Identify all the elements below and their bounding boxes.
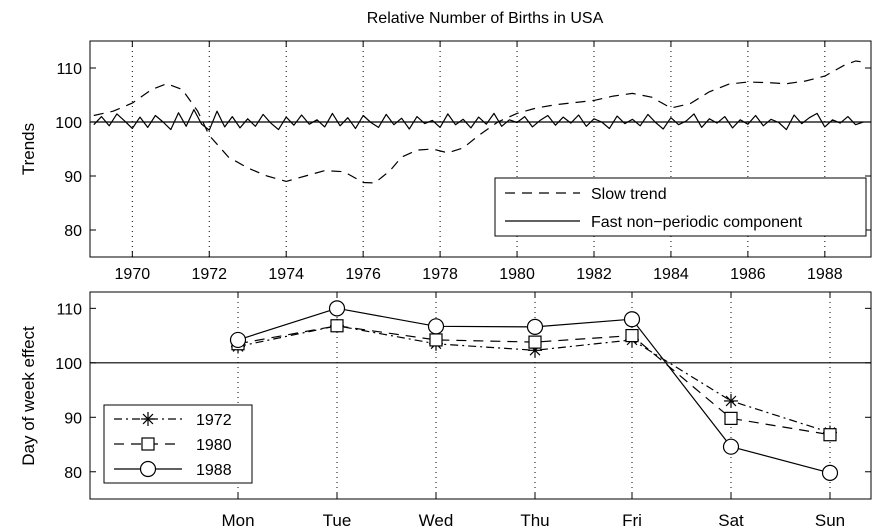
trends-x-tick-label: 1970 [115, 266, 151, 283]
trends-y-tick-label: 100 [55, 115, 82, 132]
day-x-tick-label: Wed [419, 511, 454, 530]
series-1980-point [724, 411, 738, 425]
trends-x-tick-label: 1984 [653, 266, 689, 283]
chart-title: Relative Number of Births in USA [367, 10, 604, 27]
day-of-week-ticks: Mon Tue Wed Thu Fri Sat Sun 80 90 100 110 [55, 292, 871, 530]
trends-x-tick-label: 1972 [191, 266, 227, 283]
day-x-tick-label: Fri [622, 511, 642, 530]
trends-x-tick-label: 1980 [499, 266, 535, 283]
series-1980-point [528, 335, 542, 349]
series-1988-point [526, 318, 544, 335]
trends-x-tick-label: 1988 [807, 266, 843, 283]
legend-label-fast-component: Fast non−periodic component [591, 214, 803, 231]
day-x-tick-label: Mon [221, 511, 254, 530]
series-1980-point [823, 428, 837, 442]
day-of-week-series [90, 300, 871, 481]
legend-marker-1988 [139, 460, 157, 478]
trends-x-tick-label: 1976 [345, 266, 381, 283]
series-1972-point [724, 393, 738, 408]
day-x-tick-label: Sat [718, 511, 744, 530]
legend-label-1972: 1972 [196, 412, 232, 429]
trends-panel: 1970 1972 1974 1976 1978 1980 1982 1984 1986 1988… [19, 40, 872, 283]
day-x-tick-label: Sun [815, 511, 845, 530]
trends-x-tick-label: 1982 [576, 266, 612, 283]
slow-trend-line [93, 60, 868, 184]
series-1988-point [623, 311, 641, 328]
trends-y-tick-label: 80 [64, 223, 82, 240]
legend-label-1980: 1980 [196, 437, 232, 454]
legend-marker-1972 [141, 412, 155, 426]
trends-y-axis-label: Trends [19, 123, 38, 175]
trends-x-tick-label: 1986 [730, 266, 766, 283]
trends-series [90, 60, 871, 184]
trends-y-tick-label: 110 [56, 61, 82, 78]
day-y-tick-label: 110 [56, 301, 82, 318]
series-1988-point [229, 331, 247, 349]
day-y-tick-label: 100 [55, 356, 82, 373]
trends-x-tick-label: 1978 [422, 266, 458, 283]
trends-legend: Slow trend Fast non−periodic component [494, 177, 867, 237]
trends-ticks: 1970 1972 1974 1976 1978 1980 1982 1984 1986 1988… [55, 41, 871, 283]
series-1988-point [722, 438, 740, 455]
trends-legend-box [494, 177, 867, 237]
legend-marker-1980 [141, 437, 155, 451]
legend-label-1988: 1988 [196, 462, 232, 479]
day-of-week-panel: Mon Tue Wed Thu Fri Sat Sun 80 90 100 110 Day of w… [19, 291, 872, 530]
day-y-tick-label: 90 [64, 410, 82, 427]
series-1980-point [429, 333, 443, 347]
day-of-week-y-axis-label: Day of week effect [19, 326, 38, 466]
series-1988-point [821, 464, 839, 481]
day-of-week-legend-box [103, 404, 253, 484]
fast-component-line [93, 109, 864, 131]
series-1988-point [328, 300, 346, 317]
day-y-tick-label: 80 [64, 465, 82, 482]
series-1980-point [625, 328, 639, 343]
day-x-tick-label: Tue [323, 511, 352, 530]
series-1980-point [330, 319, 344, 333]
trends-y-tick-label: 90 [64, 169, 82, 186]
trends-x-tick-label: 1974 [268, 266, 304, 283]
series-1988-point [427, 318, 445, 335]
day-of-week-legend: 1972 1980 1988 [103, 404, 253, 484]
legend-label-slow-trend: Slow trend [591, 186, 667, 203]
day-x-tick-label: Thu [520, 511, 549, 530]
